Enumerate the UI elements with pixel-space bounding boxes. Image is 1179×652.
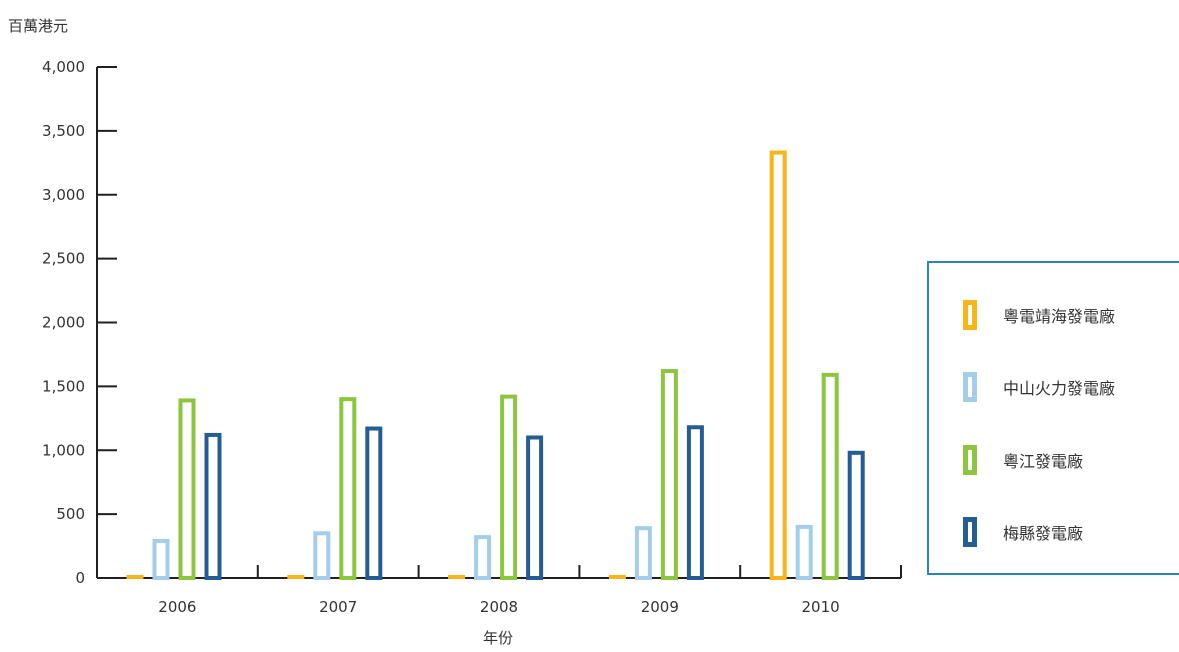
bar [660, 369, 678, 581]
x-axis-label: 年份 [483, 629, 513, 647]
bar [448, 575, 466, 579]
legend-label-jinghai: 粵電靖海發電廠 [1003, 307, 1116, 326]
bar [313, 531, 331, 580]
x-tick-label: 2007 [319, 598, 357, 616]
bar [634, 526, 652, 580]
y-tick-label: 3,500 [42, 122, 85, 140]
bar [847, 450, 865, 580]
bar [365, 426, 383, 580]
y-tick-label: 1,000 [42, 441, 85, 459]
legend-label-zhongshan: 中山火力發電廠 [1003, 379, 1116, 398]
bar [126, 575, 144, 579]
bars [126, 150, 865, 581]
y-axis-unit-label: 百萬港元 [8, 17, 68, 35]
legend-item-yuejiang: 粵江發電廠 [963, 440, 1083, 480]
y-tick-label: 4,000 [42, 58, 85, 76]
legend-swatch-zhongshan [963, 372, 977, 402]
bar [287, 575, 305, 579]
bar [795, 524, 813, 581]
legend-swatch-jinghai [963, 300, 977, 330]
x-tick-label: 2008 [480, 598, 518, 616]
bar [526, 435, 544, 580]
bar [474, 535, 492, 580]
bar [500, 394, 518, 580]
legend-label-yuejiang: 粵江發電廠 [1003, 452, 1084, 471]
bar [608, 575, 626, 579]
legend-item-meixian: 梅縣發電廠 [963, 512, 1083, 552]
bar [821, 372, 839, 580]
bar [178, 398, 196, 580]
y-axis-ticks: 0 500 1,000 1,500 2,000 2,500 3,000 3,500 4,000 [42, 58, 117, 587]
legend-item-jinghai: 粵電靖海發電廠 [963, 295, 1115, 335]
x-tick-label: 2010 [802, 598, 840, 616]
y-tick-label: 3,000 [42, 186, 85, 204]
y-tick-label: 0 [75, 569, 85, 587]
bar [152, 538, 170, 581]
y-tick-label: 1,500 [42, 377, 85, 395]
legend: 粵電靖海發電廠 中山火力發電廠 粵江發電廠 梅縣發電廠 [927, 261, 1179, 575]
bar [769, 150, 787, 580]
x-axis-ticks: 2006 2007 2008 2009 2010 [158, 565, 902, 616]
legend-label-meixian: 梅縣發電廠 [1003, 524, 1084, 543]
y-tick-label: 2,000 [42, 314, 85, 332]
x-tick-label: 2006 [158, 598, 196, 616]
bar [686, 425, 704, 580]
y-tick-label: 2,500 [42, 250, 85, 268]
bar [339, 397, 357, 580]
legend-swatch-meixian [963, 517, 977, 547]
bar [204, 432, 222, 581]
legend-swatch-yuejiang [963, 445, 977, 475]
legend-item-zhongshan: 中山火力發電廠 [963, 367, 1115, 407]
x-tick-label: 2009 [641, 598, 679, 616]
y-tick-label: 500 [56, 505, 85, 523]
